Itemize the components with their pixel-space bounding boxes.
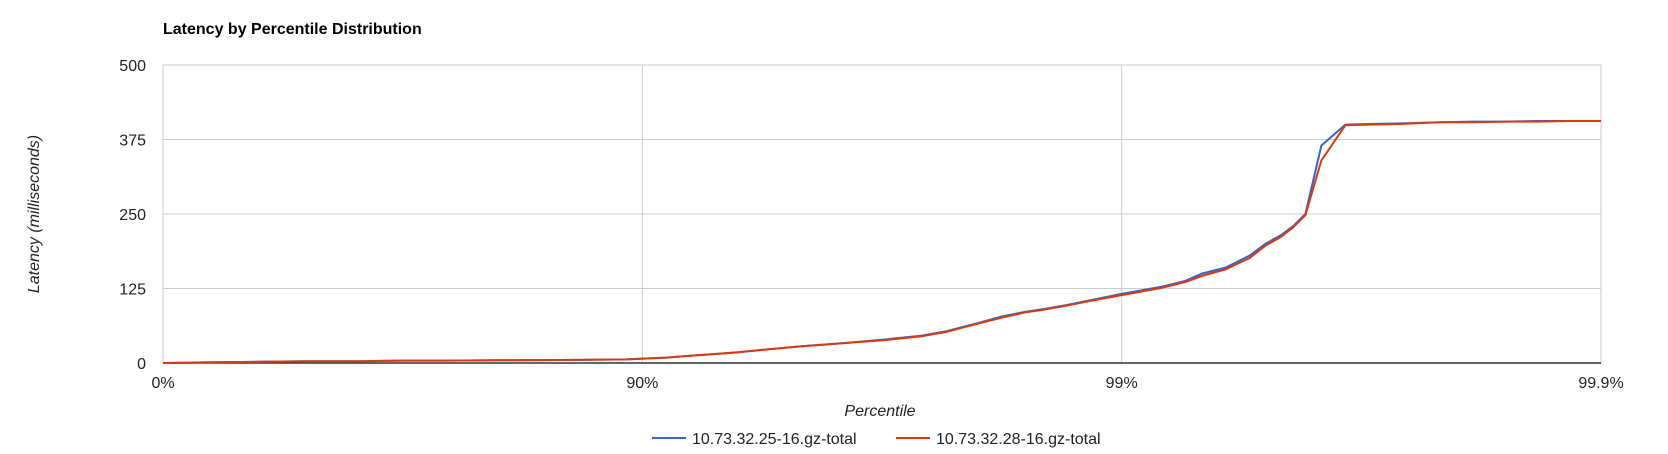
series-lines bbox=[162, 120, 1601, 364]
y-axis-title: Latency (milliseconds) bbox=[26, 135, 43, 293]
chart-title: Latency by Percentile Distribution bbox=[163, 21, 422, 38]
legend-label-series-1: 10.73.32.25-16.gz-total bbox=[692, 431, 857, 448]
y-tick-label: 375 bbox=[119, 133, 146, 150]
legend-label-series-2: 10.73.32.28-16.gz-total bbox=[936, 431, 1101, 448]
series-line-2 bbox=[162, 120, 1601, 364]
x-tick-label: 90% bbox=[626, 375, 658, 392]
legend: 10.73.32.25-16.gz-total 10.73.32.28-16.g… bbox=[652, 431, 1101, 448]
y-tick-label: 500 bbox=[119, 58, 146, 75]
x-tick-label: 99.9% bbox=[1578, 375, 1623, 392]
x-tick-label: 99% bbox=[1106, 375, 1138, 392]
x-axis-title: Percentile bbox=[844, 403, 915, 420]
y-tick-label: 0 bbox=[137, 356, 146, 373]
series-line-1 bbox=[162, 120, 1601, 364]
x-tick-label: 0% bbox=[151, 375, 174, 392]
y-tick-label: 125 bbox=[119, 282, 146, 299]
grid bbox=[163, 64, 1601, 363]
x-axis-ticks: 0% 90% 99% 99.9% bbox=[151, 375, 1623, 392]
y-axis-ticks: 0 125 250 375 500 bbox=[119, 58, 146, 373]
y-tick-label: 250 bbox=[119, 207, 146, 224]
